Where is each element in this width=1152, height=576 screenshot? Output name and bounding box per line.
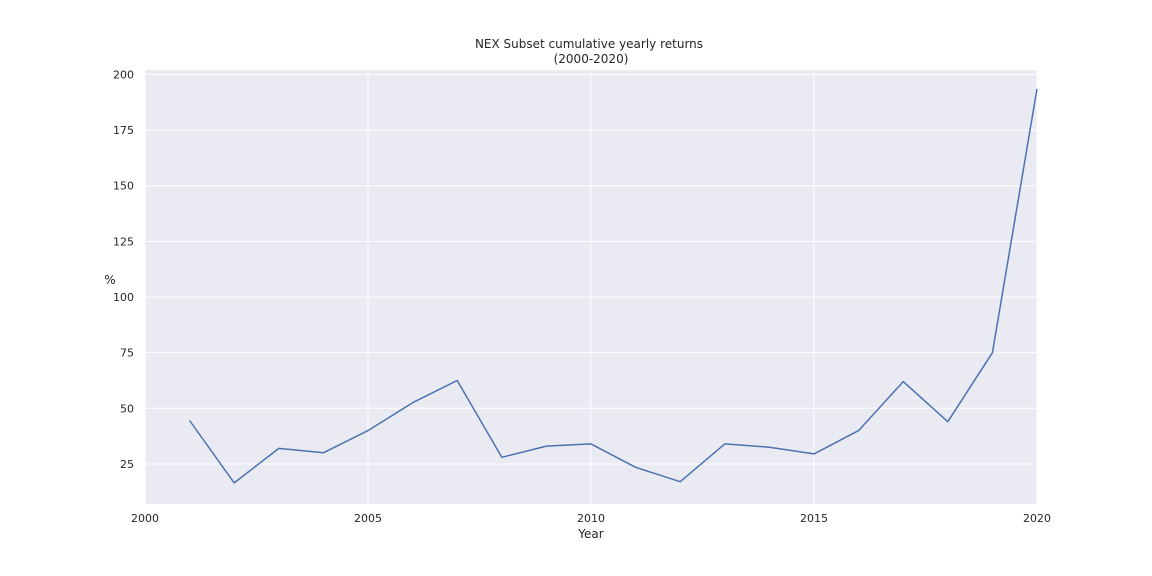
chart-title: NEX Subset cumulative yearly returns: [475, 37, 703, 51]
y-tick-label: 125: [113, 235, 134, 248]
y-tick-label: 75: [120, 347, 134, 360]
y-tick-label: 50: [120, 402, 134, 415]
y-tick-label: 200: [113, 68, 134, 81]
y-tick-label: 175: [113, 124, 134, 137]
x-tick-label: 2005: [354, 512, 382, 525]
y-axis-label: %: [104, 273, 115, 287]
x-axis-label: Year: [577, 527, 603, 541]
x-tick-label: 2015: [800, 512, 828, 525]
x-tick-label: 2020: [1023, 512, 1051, 525]
y-tick-label: 25: [120, 458, 134, 471]
y-tick-label: 100: [113, 291, 134, 304]
y-tick-label: 150: [113, 180, 134, 193]
chart-subtitle: (2000-2020): [554, 52, 629, 66]
x-tick-labels: 2000 2005 2010 2015 2020: [131, 512, 1051, 525]
grid-x: [144, 70, 1038, 504]
x-tick-label: 2000: [131, 512, 159, 525]
series-line: [188, 88, 1038, 484]
grid-y: [145, 73, 1037, 465]
series-layer: [188, 88, 1038, 484]
y-tick-labels: 25 50 75 100 125 150 175 200: [113, 68, 134, 470]
x-tick-label: 2010: [577, 512, 605, 525]
